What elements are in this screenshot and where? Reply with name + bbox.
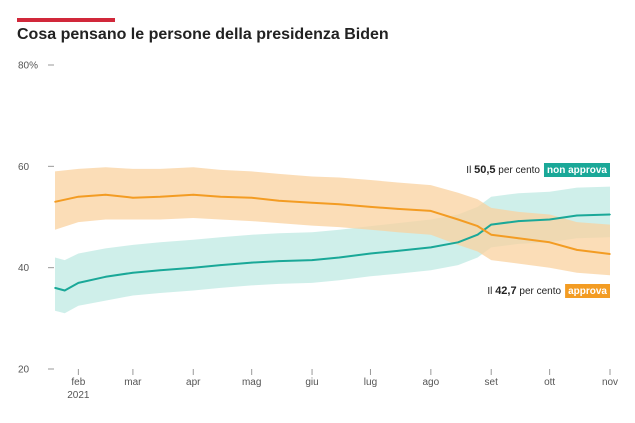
point-non-approva <box>457 241 459 244</box>
annotation-badge-label: approva <box>568 286 607 297</box>
series-lines <box>54 193 611 292</box>
x-tick-label: ago <box>422 377 439 388</box>
title-accent-bar <box>17 18 115 22</box>
x-tick-label: lug <box>364 377 377 388</box>
point-approva <box>54 201 56 203</box>
point-approva <box>609 253 611 255</box>
point-non-approva <box>576 214 578 217</box>
x-tick-label: apr <box>186 377 201 388</box>
point-non-approva <box>219 264 222 266</box>
point-non-approva <box>430 246 432 249</box>
point-non-approva <box>159 269 161 272</box>
point-non-approva <box>311 259 313 261</box>
annotation-badge-label: non approva <box>547 165 607 176</box>
y-tick-label: 60 <box>18 162 30 173</box>
point-approva <box>396 208 399 210</box>
point-approva <box>517 237 520 240</box>
point-non-approva <box>476 233 479 236</box>
point-non-approva <box>396 250 399 252</box>
x-tick-label: giu <box>305 377 318 388</box>
x-tick-label: set <box>485 377 499 388</box>
chart-title: Cosa pensano le persone della presidenza… <box>17 26 389 43</box>
point-non-approva <box>278 260 280 262</box>
y-tick-label: 40 <box>18 263 30 274</box>
y-tick-label: 20 <box>18 365 30 376</box>
point-approva <box>476 225 479 227</box>
annotation-value: 50,5 <box>474 164 495 176</box>
annotation-badge <box>543 163 610 177</box>
x-tick-label: feb <box>71 377 85 388</box>
annotation-text: Il 42,7 per cento <box>487 285 561 297</box>
point-approva <box>311 202 313 204</box>
point-non-approva <box>490 223 493 226</box>
point-non-approva <box>104 276 107 278</box>
point-approva <box>369 206 372 208</box>
line-non-approva <box>54 213 611 292</box>
point-non-approva <box>77 282 80 284</box>
x-tick-label: mar <box>124 377 142 388</box>
point-non-approva <box>338 256 341 259</box>
y-axis-ticks: 80% 60 40 20 <box>18 61 54 376</box>
annotation-unit: per cento <box>517 286 562 297</box>
point-approva <box>430 210 432 212</box>
point-approva <box>219 195 222 198</box>
point-non-approva <box>132 271 134 274</box>
point-approva <box>490 233 493 236</box>
x-tick-label: ott <box>544 377 555 388</box>
annotation-prefix: Il <box>466 165 474 176</box>
point-approva <box>576 249 578 251</box>
annotation-approva: approva Il 42,7 per cento <box>487 284 610 298</box>
point-approva <box>457 218 459 221</box>
point-approva <box>338 203 341 206</box>
point-approva <box>250 196 253 199</box>
point-approva <box>132 196 134 199</box>
x-tick-label: mag <box>242 377 261 388</box>
point-non-approva <box>517 220 520 222</box>
point-non-approva <box>369 252 372 255</box>
point-approva <box>278 200 280 202</box>
point-non-approva <box>63 289 66 292</box>
x-tick-label: nov <box>602 377 618 388</box>
point-approva <box>104 193 107 196</box>
y-tick-label: 80% <box>18 61 38 72</box>
annotation-value: 42,7 <box>495 285 516 297</box>
point-non-approva <box>548 218 551 221</box>
annotation-prefix: Il <box>487 286 495 297</box>
point-non-approva <box>609 213 611 216</box>
annotation-unit: per cento <box>496 165 541 176</box>
annotation-badge <box>565 284 610 298</box>
point-approva <box>159 195 161 198</box>
annotation-text: Il 50,5 per cento <box>466 164 540 176</box>
point-approva <box>77 195 80 198</box>
point-approva <box>192 193 195 196</box>
point-non-approva <box>54 287 56 289</box>
x-tick-sublabel: 2021 <box>67 390 90 401</box>
point-non-approva <box>192 266 195 269</box>
point-approva <box>548 241 551 244</box>
annotation-non-approva: non approva Il 50,5 per cento <box>466 163 610 177</box>
point-non-approva <box>250 261 253 264</box>
x-axis-ticks: feb 2021 mar apr mag giu lug ago set ott nov <box>67 369 618 401</box>
series-annotations: non approva Il 50,5 per cento approva Il 42… <box>466 163 610 298</box>
